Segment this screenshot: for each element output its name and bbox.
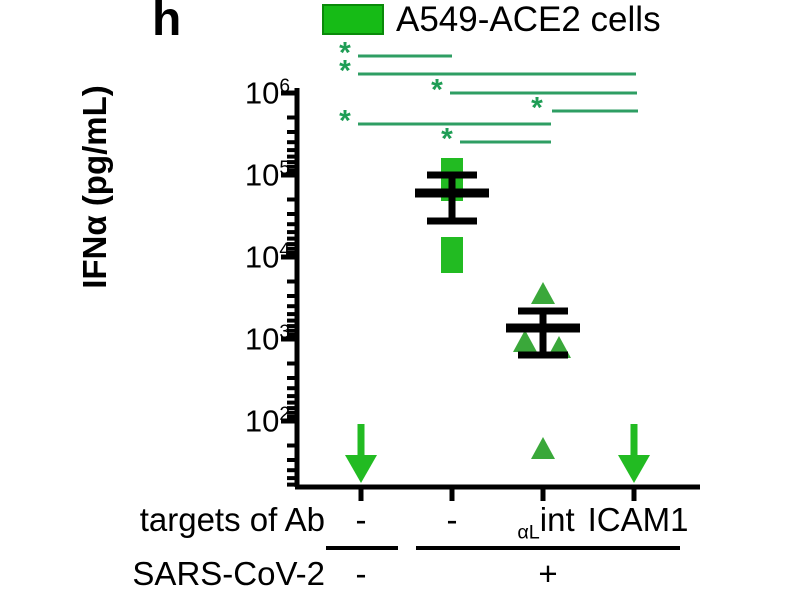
legend-swatch-icon	[322, 4, 384, 35]
data-point-triangle	[531, 282, 555, 304]
significance-line	[358, 54, 452, 58]
group-rule-negative	[326, 546, 398, 550]
row-label-targets-of-ab: targets of Ab	[139, 501, 325, 538]
legend: A549-ACE2 cells	[322, 2, 661, 37]
group-rule-positive	[416, 546, 680, 550]
x-category-ab-1: -	[446, 501, 458, 538]
x-group-virus-negative: -	[355, 555, 367, 592]
significance-line	[460, 140, 551, 144]
x-category-ab-2-sub: αL	[517, 521, 540, 544]
row-label-sars-cov-2: SARS-CoV-2	[132, 555, 325, 592]
significance-asterisk: *	[531, 91, 543, 125]
significance-asterisk: *	[339, 104, 351, 138]
data-point-square	[441, 251, 463, 273]
y-tick-exp-6: 6	[279, 76, 290, 98]
x-category-ab-0: -	[355, 501, 367, 538]
significance-line	[358, 122, 551, 126]
data-point-triangle	[531, 437, 555, 459]
y-tick-label-1e2: 102	[244, 403, 290, 439]
x-category-ab-3: ICAM1	[587, 501, 689, 538]
y-tick-exp-4: 4	[279, 240, 290, 262]
y-tick-exp-5: 5	[279, 158, 290, 180]
data-group-3-errorbar	[506, 307, 580, 359]
y-tick-labels: 106 105 104 103 102	[186, 0, 290, 600]
x-ticks	[358, 487, 637, 501]
y-major-ticks	[281, 90, 297, 424]
y-minor-ticks	[287, 115, 297, 487]
x-category-ab-2: αLint	[517, 501, 575, 544]
x-group-virus-positive: +	[538, 555, 558, 592]
significance-asterisk: *	[431, 73, 443, 107]
y-tick-exp-2: 2	[279, 404, 290, 426]
legend-label: A549-ACE2 cells	[396, 0, 661, 39]
significance-asterisk: *	[441, 122, 453, 156]
significance-asterisk: *	[339, 36, 351, 70]
panel-letter: h	[152, 0, 181, 46]
significance-line	[450, 91, 637, 95]
y-tick-label-1e6: 106	[244, 75, 290, 111]
significance-line	[358, 72, 636, 76]
data-group-1-arrow	[345, 424, 377, 483]
data-group-2-errorbar	[415, 171, 489, 225]
y-tick-label-1e3: 103	[244, 321, 290, 357]
significance-asterisk: *	[339, 54, 351, 88]
data-group-4-arrow	[618, 424, 650, 483]
y-tick-label-1e5: 105	[244, 157, 290, 193]
y-tick-exp-3: 3	[279, 322, 290, 344]
y-tick-label-1e4: 104	[244, 239, 290, 275]
significance-line	[552, 109, 638, 113]
data-point-triangle	[513, 330, 537, 352]
